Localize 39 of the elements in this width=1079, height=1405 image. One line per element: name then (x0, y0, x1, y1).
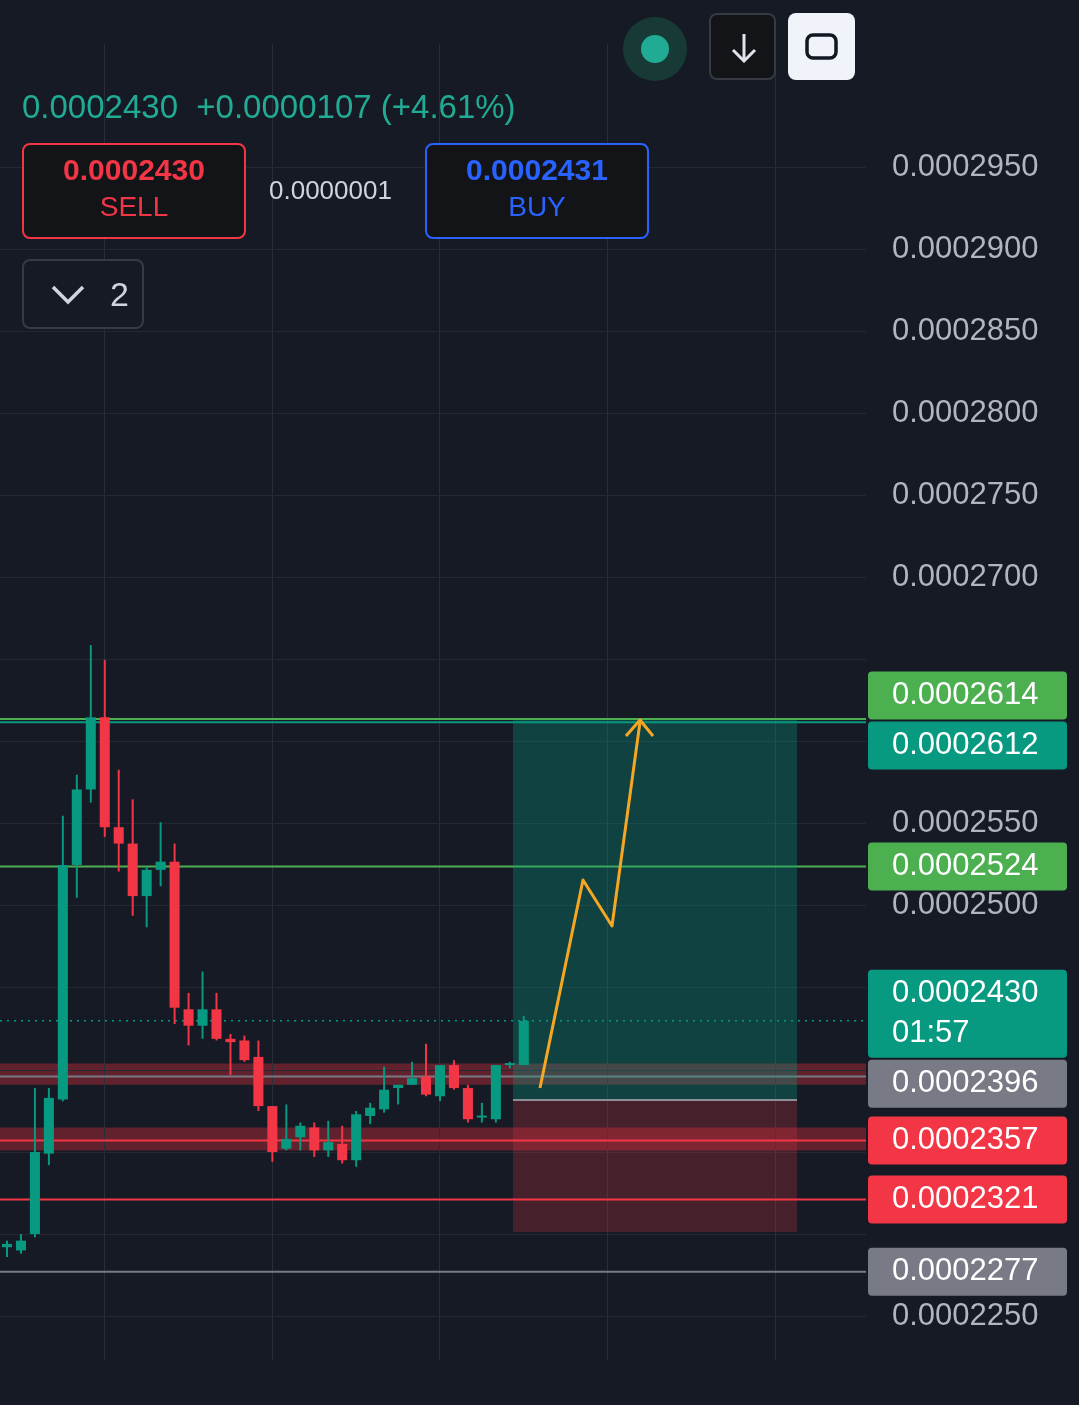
y-tick-label: 0.0002550 (892, 804, 1039, 840)
ref-line-label: 0.0002612 (892, 726, 1039, 762)
candlestick (407, 1060, 418, 1086)
ref-line-label: 0.0002277 (892, 1252, 1039, 1288)
ref-line-label: 0.0002430 01:57 (892, 974, 1039, 1050)
y-tick-label: 0.0002900 (892, 230, 1039, 266)
y-tick-label: 0.0002750 (892, 476, 1039, 512)
candlestick (476, 1101, 487, 1124)
candlestick (281, 1103, 292, 1152)
ref-line-label: 0.0002321 (892, 1180, 1039, 1216)
candlestick (239, 1034, 250, 1063)
ref-line-label: 0.0002614 (892, 676, 1039, 712)
candlestick (155, 821, 166, 888)
y-tick-label: 0.0002250 (892, 1296, 1039, 1332)
y-tick-label: 0.0002850 (892, 312, 1039, 348)
candlestick (15, 1233, 26, 1255)
annotation: 0.0002431 (465, 153, 609, 187)
y-tick-label: 0.0002700 (892, 558, 1039, 594)
candlestick (420, 1042, 432, 1098)
candlestick (225, 1032, 236, 1076)
candlestick (113, 768, 124, 873)
annotation: 0.0002430 +0.0000107 (+4.61%) (22, 88, 516, 126)
ref-line-label: 0.0002357 (892, 1121, 1039, 1157)
annotation: 2 (110, 275, 129, 314)
candlestick (323, 1119, 334, 1158)
annotation: 0.0002430 (62, 153, 206, 187)
ref-line-label: 0.0002524 (892, 847, 1039, 883)
candlestick (448, 1059, 459, 1091)
y-tick-label: 0.0002950 (892, 148, 1039, 184)
ref-line-label: 0.0002396 (892, 1064, 1039, 1100)
annotation: 0.0000001 (269, 175, 392, 206)
y-tick-label: 0.0002500 (892, 886, 1039, 922)
annotation: BUY (507, 191, 567, 223)
candlestick (295, 1121, 306, 1152)
candlestick (379, 1065, 390, 1114)
annotation: SELL (98, 191, 170, 223)
candlestick (365, 1101, 376, 1126)
candlestick (183, 991, 194, 1047)
y-tick-label: 0.0002800 (892, 394, 1039, 430)
